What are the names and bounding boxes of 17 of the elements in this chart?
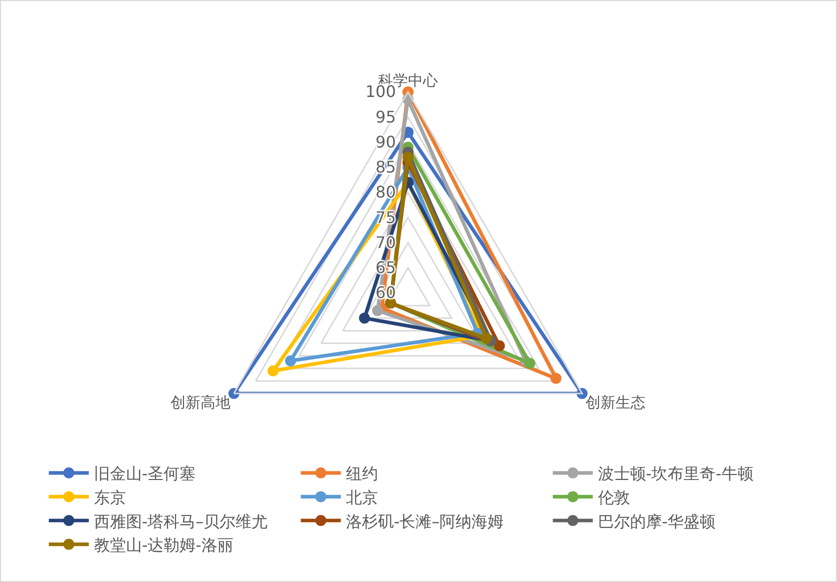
spoke-label: 创新生态 (585, 393, 646, 412)
legend-label: 波士顿-坎布里奇-牛顿 (598, 464, 754, 484)
legend-label: 巴尔的摩-华盛顿 (598, 512, 716, 531)
legend-label: 教堂山-达勒姆-洛丽 (94, 536, 234, 555)
legend-label: 伦敦 (598, 488, 630, 507)
legend-label: 西雅图-塔科马–贝尔维尤 (94, 512, 268, 531)
legend-label: 旧金山-圣何塞 (94, 464, 196, 484)
legend-label: 北京 (346, 488, 378, 507)
spoke-label: 创新高地 (170, 393, 231, 412)
y-tick-label: 75 (376, 208, 396, 227)
y-tick-label: 65 (376, 258, 396, 278)
y-tick-label: 95 (376, 107, 396, 126)
y-tick-label: 60 (376, 283, 396, 302)
legend-label: 洛杉矶-长滩–阿纳海姆 (346, 512, 504, 531)
legend-label: 东京 (94, 488, 126, 507)
y-tick-label: 90 (376, 132, 396, 152)
legend-label: 纽约 (346, 464, 378, 484)
